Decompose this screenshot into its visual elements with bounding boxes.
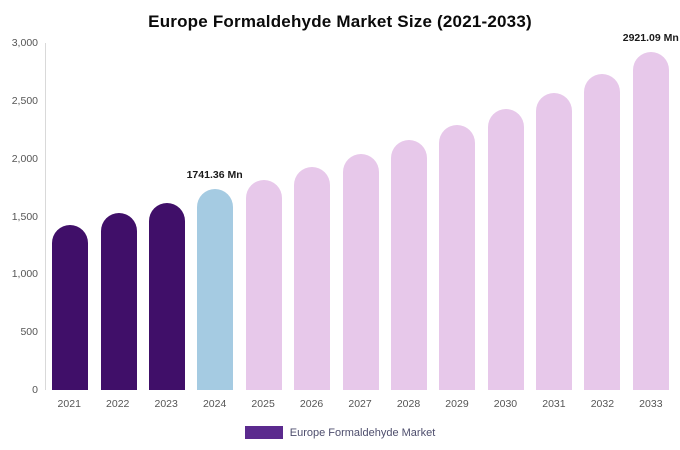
y-axis-tick-label: 2,500: [11, 94, 38, 107]
x-axis-tick-label: 2032: [590, 398, 615, 410]
bar-2027: [342, 154, 379, 390]
chart-title: Europe Formaldehyde Market Size (2021-20…: [148, 12, 532, 31]
y-axis-tick-label: 3,000: [11, 37, 38, 49]
x-axis-tick-label: 2033: [639, 398, 663, 410]
bar-slot: [336, 43, 384, 390]
bar-2024: [197, 188, 234, 390]
x-axis-tick-label: 2022: [106, 398, 130, 410]
bar-slot: [191, 43, 239, 390]
bar-slot: [143, 43, 191, 390]
bar-slot: [46, 43, 94, 390]
x-axis: 2021 2022 2023 2024 2025 2026 2027 2028 2029 2030…: [45, 398, 675, 410]
bar-2028: [390, 140, 427, 390]
legend: Europe Formaldehyde Market: [0, 426, 680, 439]
y-axis-tick-label: 2,000: [11, 152, 38, 165]
bar-slot: [482, 43, 530, 390]
y-axis-tick-label: 0: [32, 384, 38, 396]
bar-2022: [100, 213, 137, 390]
y-axis-tick-label: 1,000: [11, 268, 38, 281]
bar-slot: [288, 43, 336, 390]
x-axis-tick-label: 2029: [445, 398, 469, 410]
bar-slot: [530, 43, 578, 390]
bar-slot: [240, 43, 288, 390]
bar-value-label: 1741.36 Mn: [186, 168, 243, 181]
bar-2026: [294, 166, 331, 390]
bar-2029: [439, 125, 476, 390]
bar-value-label: 2921.09 Mn: [622, 32, 679, 45]
bar-2031: [536, 92, 573, 390]
bar-2032: [584, 74, 621, 390]
legend-swatch: [244, 426, 283, 439]
x-axis-tick-label: 2028: [396, 398, 421, 410]
bar-2030: [487, 108, 524, 390]
x-axis-tick-label: 2030: [493, 398, 518, 410]
legend-label: Europe Formaldehyde Market: [289, 426, 436, 439]
x-axis-tick-label: 2025: [251, 398, 275, 410]
x-axis-tick-label: 2024: [202, 398, 227, 410]
bar-slot: [578, 43, 626, 390]
x-axis-tick-label: 2031: [542, 398, 566, 410]
bar-2023: [148, 202, 185, 390]
x-axis-tick-label: 2027: [348, 398, 372, 410]
bar-slot: [385, 43, 433, 390]
bar-2025: [245, 179, 282, 390]
x-axis-tick-label: 2021: [57, 398, 81, 410]
x-axis-tick-label: 2023: [154, 398, 178, 410]
bar-2021: [52, 224, 89, 390]
x-axis-tick-label: 2026: [299, 398, 324, 410]
plot-area: [45, 43, 675, 390]
y-axis-tick-label: 1,500: [11, 210, 38, 223]
bar-slot: [433, 43, 481, 390]
bar-2033: [632, 52, 669, 390]
y-axis-tick-label: 500: [20, 326, 38, 339]
bar-slot: [94, 43, 142, 390]
bar-slot: [627, 43, 675, 390]
